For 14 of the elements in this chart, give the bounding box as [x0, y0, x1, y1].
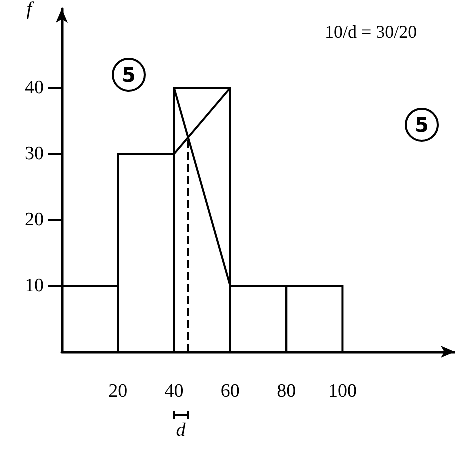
x-tick-label: 100	[328, 381, 357, 402]
y-axis-title: f	[26, 0, 35, 20]
y-tick-label: 20	[25, 210, 44, 231]
x-tick-label: 40	[164, 381, 184, 402]
x-tick-label: 20	[108, 381, 128, 402]
y-tick-label: 30	[25, 144, 44, 165]
y-tick-label: 40	[25, 78, 44, 99]
x-tick-label: 60	[220, 381, 240, 402]
annotation: 10/d = 30/20	[325, 22, 418, 43]
text: d	[176, 420, 186, 442]
y-tick-label: 10	[25, 276, 44, 297]
annotation: 5	[405, 108, 439, 142]
annotation: 5	[112, 58, 146, 92]
x-tick-label: 80	[277, 381, 296, 402]
